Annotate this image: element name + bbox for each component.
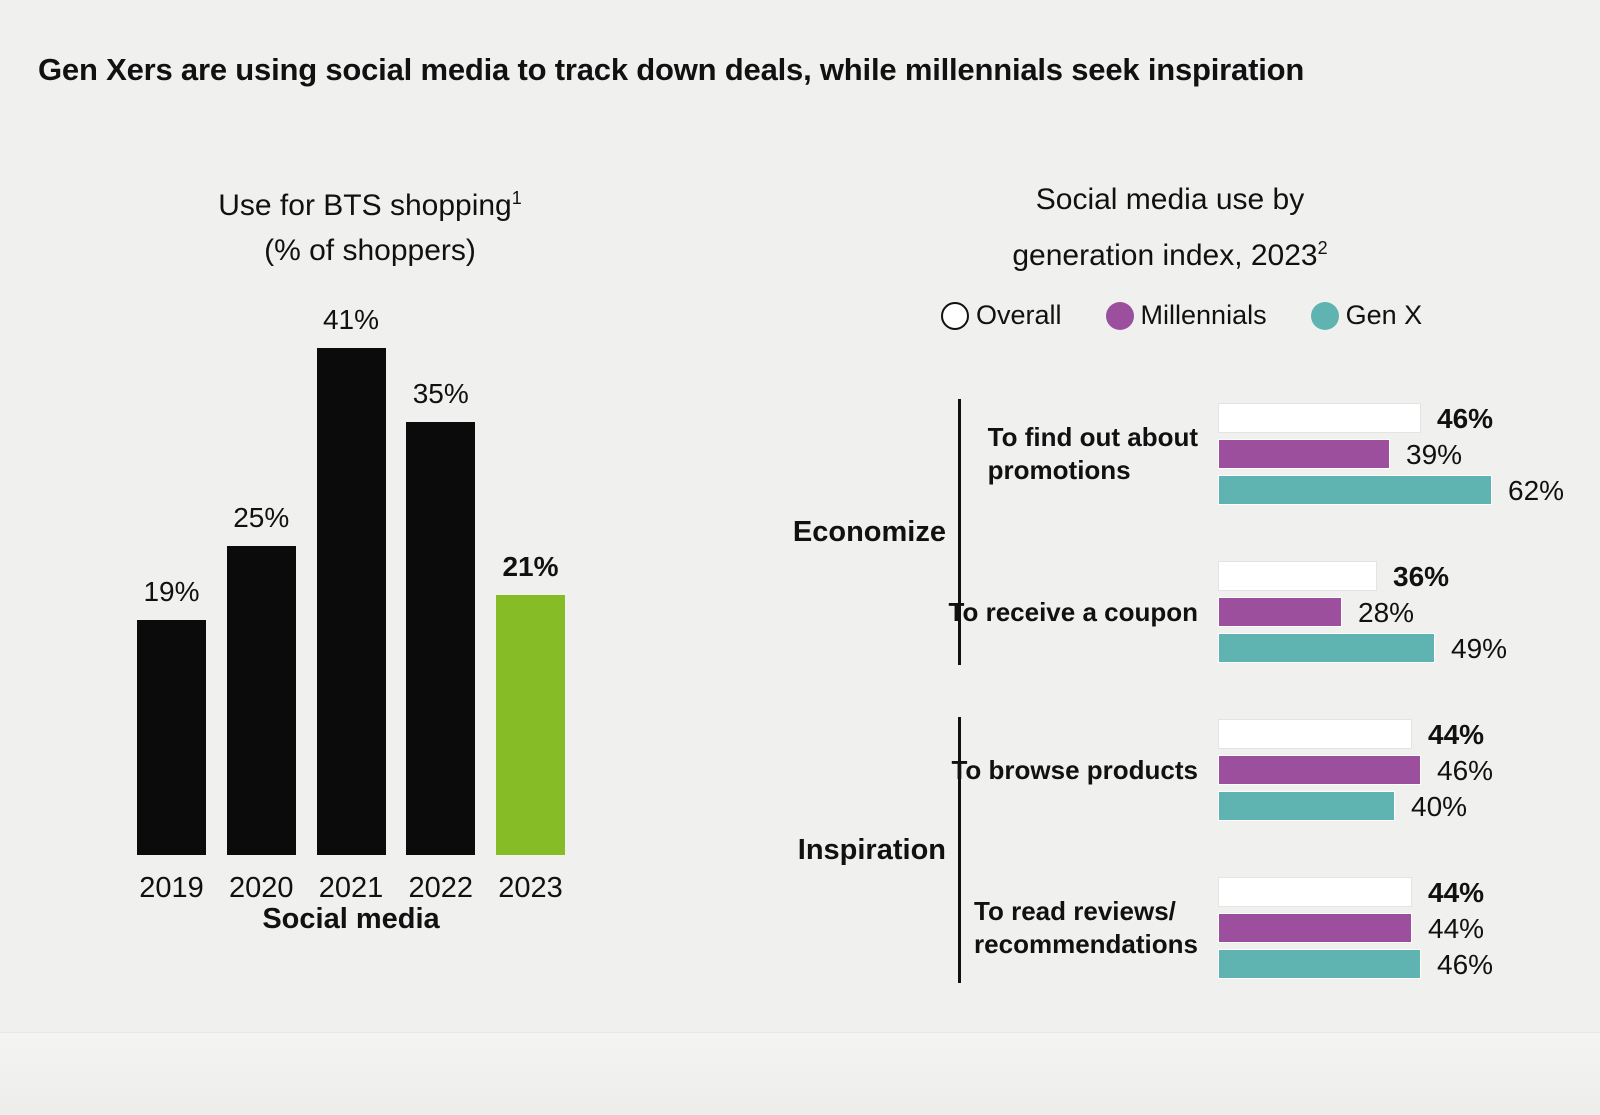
value-label-2020: 25% <box>233 502 290 533</box>
bar-overall <box>1218 719 1412 749</box>
category-row: To browse products 44% 46% 40% <box>940 719 1600 822</box>
left-chart-title-line: Use for BTS shopping1 <box>120 176 620 228</box>
value-label-millennials: 46% <box>1437 755 1494 786</box>
value-label-2022: 35% <box>412 378 469 409</box>
category-label-line: recommendations <box>974 929 1198 959</box>
category-label: To receive a coupon <box>940 561 1198 663</box>
value-label-gen-x: 40% <box>1411 791 1468 822</box>
bar-2021 <box>316 348 386 855</box>
x-tick-2019: 2019 <box>139 872 204 904</box>
right-chart-title: Social media use by generation index, 20… <box>870 176 1470 280</box>
bar-gen-x <box>1218 633 1435 663</box>
bar-column-2022: 35% 2022 <box>406 340 476 904</box>
category-label-text: To read reviews/recommendations <box>974 895 1198 961</box>
bar-overall <box>1218 877 1412 907</box>
value-label-2023: 21% <box>502 551 559 582</box>
page-title: Gen Xers are using social media to track… <box>38 52 1305 87</box>
bar-gen-x <box>1218 475 1492 505</box>
legend-item-overall: Overall <box>941 300 1062 331</box>
bar-2019 <box>137 620 206 855</box>
value-label-gen-x: 49% <box>1451 633 1508 664</box>
footnote-marker-1: 1 <box>511 188 522 208</box>
bar-gen-x <box>1218 949 1421 979</box>
value-label-2021: 41% <box>322 304 380 335</box>
legend: Overall Millennials Gen X <box>941 300 1422 331</box>
category-row: To find out about promotions 46% 39% 62% <box>940 403 1600 506</box>
x-tick-2020: 2020 <box>228 872 294 904</box>
right-chart-title-line1: Social media use by <box>1035 183 1305 216</box>
category-row: To receive a coupon 36% 28% 49% <box>940 561 1600 664</box>
category-row: To read reviews/recommendations 44% 44% 46% <box>940 877 1600 980</box>
bar-column-2023: 21% 2023 <box>496 340 565 904</box>
legend-label-genx: Gen X <box>1345 300 1423 330</box>
bar-2020 <box>226 546 296 855</box>
bar-2022 <box>406 422 476 855</box>
right-chart-title-line2-wrap: generation index, 20232 <box>870 224 1470 280</box>
legend-item-genx: Gen X <box>1310 300 1423 331</box>
left-chart-title-text: Use for BTS shopping <box>218 189 512 222</box>
legend-item-millennials: Millennials <box>1105 300 1267 331</box>
x-tick-2023: 2023 <box>498 872 563 904</box>
value-label-millennials: 39% <box>1406 439 1463 470</box>
millennials-swatch-icon <box>1105 301 1134 330</box>
category-label: To browse products <box>940 719 1198 821</box>
group-divider-economize <box>958 399 961 665</box>
value-label-millennials: 28% <box>1358 597 1415 628</box>
category-label-line: promotions <box>987 455 1131 485</box>
legend-label-millennials: Millennials <box>1140 300 1267 330</box>
category-label-line: To read reviews/ <box>974 896 1176 926</box>
right-chart-title-line2: generation index, 2023 <box>1012 239 1318 272</box>
value-label-overall: 44% <box>1428 877 1485 908</box>
left-chart-title: Use for BTS shopping1 (% of shoppers) <box>120 176 620 273</box>
bar-gen-x <box>1218 791 1395 821</box>
footnote-marker-2: 2 <box>1317 238 1328 258</box>
x-axis-label: Social media <box>262 903 440 935</box>
bar-millennials <box>1218 597 1342 627</box>
category-label: To find out about promotions <box>940 403 1198 505</box>
legend-label-overall: Overall <box>976 300 1062 330</box>
genx-swatch-icon <box>1310 301 1339 330</box>
category-label-line: To find out about <box>987 422 1198 452</box>
value-label-overall: 36% <box>1393 561 1450 592</box>
category-label-line: To browse products <box>951 754 1198 785</box>
bar-2023 <box>496 595 565 855</box>
value-label-overall: 44% <box>1428 719 1485 750</box>
bar-millennials <box>1218 439 1390 469</box>
value-label-millennials: 44% <box>1428 913 1485 944</box>
category-label-text: To receive a coupon <box>949 596 1198 629</box>
category-label: To read reviews/recommendations <box>940 877 1198 979</box>
bar-millennials <box>1218 755 1421 785</box>
category-label-text: To browse products <box>951 754 1198 787</box>
group-label-inspiration: Inspiration <box>797 834 946 866</box>
bar-column-2021: 41% 2021 <box>316 304 386 904</box>
group-divider-inspiration <box>958 717 961 983</box>
bar-millennials <box>1218 913 1412 943</box>
bar-column-2019: 19% 2019 <box>137 340 206 904</box>
left-chart-subtitle: (% of shoppers) <box>264 234 476 267</box>
bar-overall <box>1218 561 1377 591</box>
category-label-line: To receive a coupon <box>948 596 1198 627</box>
value-label-gen-x: 62% <box>1508 475 1565 506</box>
value-label-2019: 19% <box>143 576 200 607</box>
group-label-economize: Economize <box>792 516 946 548</box>
bar-column-2020: 25% 2020 <box>226 340 296 904</box>
footer-band <box>0 1032 1600 1115</box>
bar-plot-area: 19% 2019 25% 2020 41% 2021 35% 2022 21% 2023 <box>137 304 565 904</box>
value-label-overall: 46% <box>1437 403 1494 434</box>
category-label-text: To find out about promotions <box>988 421 1198 487</box>
x-tick-2021: 2021 <box>318 872 384 904</box>
bar-overall <box>1218 403 1421 433</box>
value-label-gen-x: 46% <box>1437 949 1494 980</box>
overall-swatch-icon <box>941 301 969 330</box>
x-tick-2022: 2022 <box>408 872 473 904</box>
